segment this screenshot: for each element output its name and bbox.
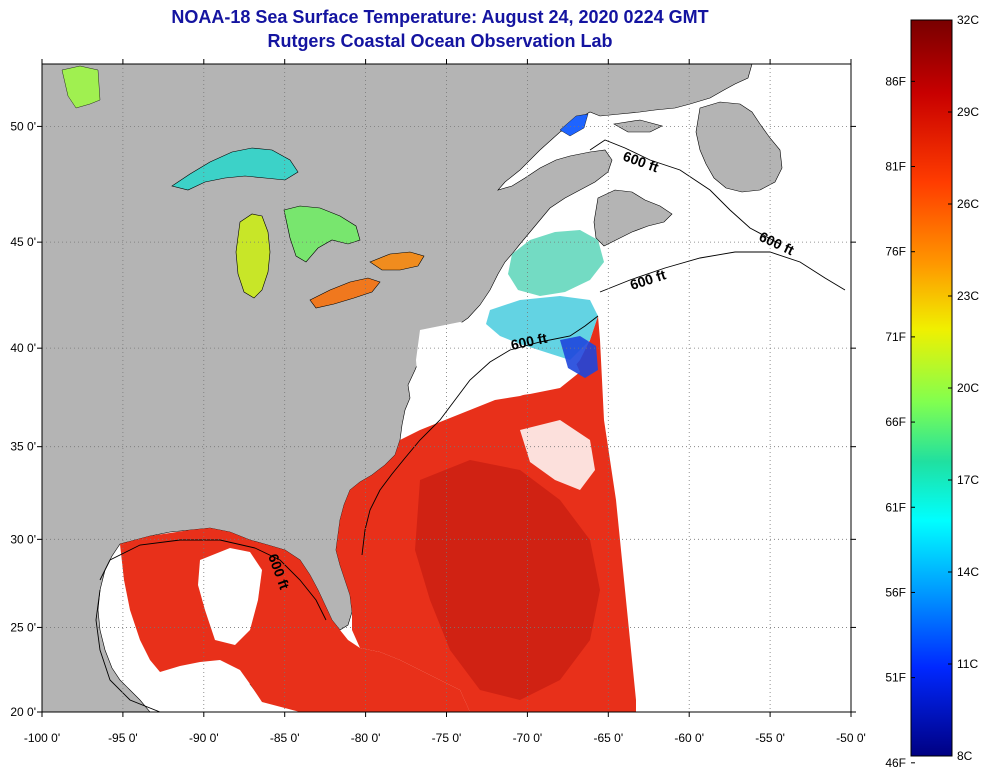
lon-tick-label: -95 0' xyxy=(108,731,138,745)
colorbar-label-f: 86F xyxy=(885,74,906,88)
colorbar-label-c: 32C xyxy=(957,13,979,27)
colorbar-label-c: 8C xyxy=(957,749,973,763)
sst-atlantic-hot-core xyxy=(415,460,600,700)
depth-contours xyxy=(95,139,846,712)
lat-tick-label: 25 0' xyxy=(10,620,36,634)
map-title: NOAA-18 Sea Surface Temperature: August … xyxy=(171,7,709,27)
cloud-gulf xyxy=(198,548,262,645)
colorbar-label-c: 11C xyxy=(957,657,978,671)
colorbar-label-f: 46F xyxy=(885,756,906,770)
lake-huron xyxy=(283,205,361,263)
lon-tick-label: -100 0' xyxy=(24,731,60,745)
axes: 50 0' 45 0' 40 0' 35 0' 30 0' 25 0' 20 0' -100 … xyxy=(10,59,866,745)
contour-label: 600 ft xyxy=(509,330,548,353)
lon-tick-label: -80 0' xyxy=(351,731,381,745)
colorbar-label-f: 81F xyxy=(885,160,906,174)
lake-michigan xyxy=(235,213,271,299)
lat-tick-label: 20 0' xyxy=(10,705,36,719)
colorbar-label-c: 23C xyxy=(957,289,979,303)
colorbar-label-c: 14C xyxy=(957,565,979,579)
lon-tick-label: -50 0' xyxy=(836,731,866,745)
lat-tick-label: 50 0' xyxy=(10,119,36,133)
lake-winnipeg-bits xyxy=(61,65,101,109)
lat-tick-label: 35 0' xyxy=(10,440,36,454)
colorbar-label-c: 26C xyxy=(957,197,979,211)
land-nova-scotia xyxy=(593,189,673,247)
land-newfoundland xyxy=(695,101,783,193)
gulf-st-lawrence xyxy=(559,113,589,137)
lake-ontario xyxy=(369,251,425,271)
colorbar-label-f: 51F xyxy=(885,671,906,685)
lon-tick-label: -75 0' xyxy=(432,731,462,745)
lake-superior xyxy=(171,147,299,191)
colorbar-label-c: 20C xyxy=(957,381,979,395)
colorbar-label-f: 76F xyxy=(885,245,906,259)
lon-tick-label: -65 0' xyxy=(593,731,623,745)
colorbar-label-c: 29C xyxy=(957,105,979,119)
cloud-atlantic-2 xyxy=(520,420,595,490)
colorbar-label-f: 66F xyxy=(885,415,906,429)
lon-tick-label: -90 0' xyxy=(189,731,219,745)
colorbar-label-f: 56F xyxy=(885,585,906,599)
lon-tick-label: -55 0' xyxy=(755,731,785,745)
map-subtitle: Rutgers Coastal Ocean Observation Lab xyxy=(267,31,613,51)
lat-tick-label: 45 0' xyxy=(10,235,36,249)
lat-tick-label: 40 0' xyxy=(10,341,36,355)
lon-tick-label: -60 0' xyxy=(674,731,704,745)
lake-erie xyxy=(309,277,381,309)
lat-tick-label: 30 0' xyxy=(10,532,36,546)
colorbar-label-c: 17C xyxy=(957,473,979,487)
colorbar xyxy=(910,19,953,757)
colorbar-label-f: 71F xyxy=(885,330,906,344)
land-north-america xyxy=(42,64,753,712)
lon-tick-label: -70 0' xyxy=(513,731,543,745)
land-anticosti xyxy=(613,119,663,133)
sst-maine-cool xyxy=(508,230,604,296)
colorbar-ticks: 32C 29C 26C 23C 20C 17C 14C 11C 8C 86F 81F 76F 71F 66… xyxy=(885,13,979,770)
colorbar-label-f: 61F xyxy=(885,500,906,514)
graticule xyxy=(42,64,851,712)
sst-georges-cold xyxy=(560,336,598,378)
lon-tick-label: -85 0' xyxy=(270,731,300,745)
